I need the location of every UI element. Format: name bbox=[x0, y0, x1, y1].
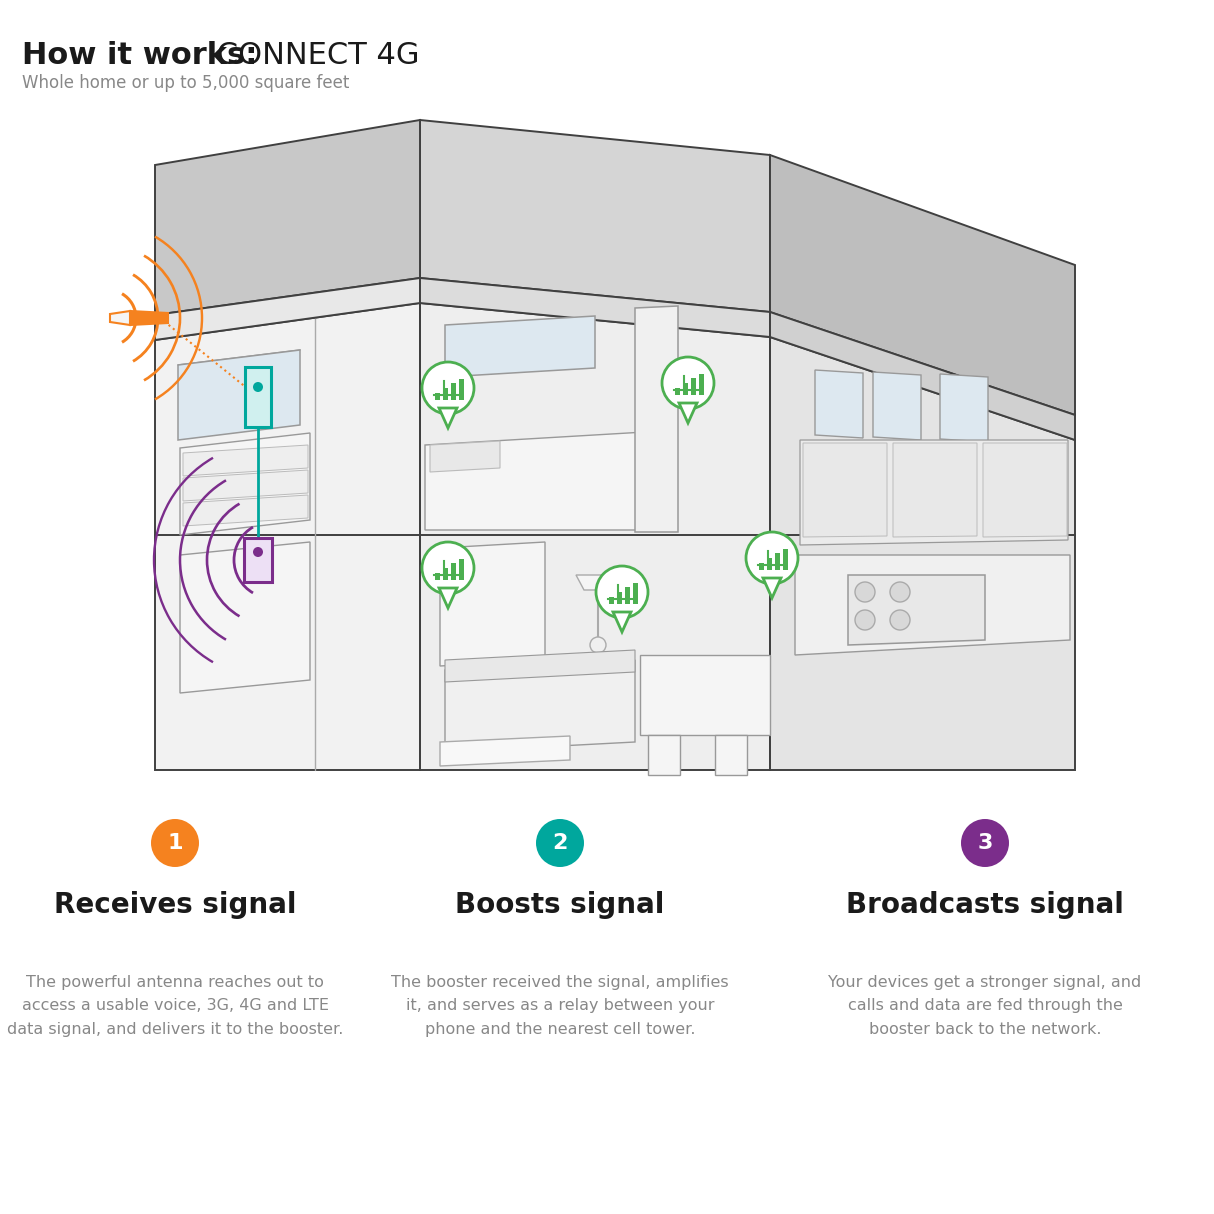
Polygon shape bbox=[635, 306, 677, 532]
Polygon shape bbox=[420, 120, 770, 312]
Text: 2: 2 bbox=[552, 833, 568, 853]
Circle shape bbox=[596, 566, 648, 618]
Circle shape bbox=[151, 819, 199, 867]
Text: Whole home or up to 5,000 square feet: Whole home or up to 5,000 square feet bbox=[22, 74, 350, 92]
Circle shape bbox=[253, 548, 263, 557]
Bar bbox=[775, 554, 781, 571]
Circle shape bbox=[422, 541, 473, 594]
Polygon shape bbox=[770, 312, 1076, 439]
Polygon shape bbox=[180, 433, 310, 535]
Circle shape bbox=[590, 637, 606, 653]
Polygon shape bbox=[715, 734, 747, 775]
Circle shape bbox=[662, 357, 714, 409]
Bar bbox=[450, 382, 456, 399]
Bar bbox=[759, 563, 764, 571]
Polygon shape bbox=[940, 374, 988, 442]
Polygon shape bbox=[613, 612, 631, 632]
Bar bbox=[699, 374, 704, 395]
Text: Receives signal: Receives signal bbox=[53, 891, 296, 919]
Bar bbox=[450, 563, 456, 580]
Circle shape bbox=[422, 362, 473, 414]
Polygon shape bbox=[894, 443, 977, 537]
Bar bbox=[617, 592, 622, 605]
Polygon shape bbox=[245, 367, 271, 427]
Polygon shape bbox=[800, 439, 1068, 545]
Polygon shape bbox=[439, 541, 545, 666]
Polygon shape bbox=[178, 350, 300, 439]
Polygon shape bbox=[155, 304, 420, 770]
Text: 1: 1 bbox=[168, 833, 183, 853]
Polygon shape bbox=[439, 588, 456, 608]
Polygon shape bbox=[130, 311, 168, 325]
Bar bbox=[767, 558, 772, 571]
Circle shape bbox=[890, 582, 910, 602]
Polygon shape bbox=[183, 446, 308, 476]
Bar bbox=[435, 573, 439, 580]
Circle shape bbox=[253, 382, 263, 392]
Polygon shape bbox=[764, 578, 781, 599]
Polygon shape bbox=[873, 371, 921, 439]
Bar bbox=[609, 597, 614, 605]
Polygon shape bbox=[446, 316, 595, 378]
Text: The booster received the signal, amplifies
it, and serves as a relay between you: The booster received the signal, amplifi… bbox=[391, 975, 728, 1037]
Circle shape bbox=[855, 609, 875, 630]
Polygon shape bbox=[983, 443, 1067, 537]
Polygon shape bbox=[155, 278, 420, 340]
Polygon shape bbox=[802, 443, 887, 537]
Bar bbox=[443, 568, 448, 580]
Circle shape bbox=[537, 819, 584, 867]
Polygon shape bbox=[446, 660, 635, 751]
Bar bbox=[632, 583, 639, 605]
Bar bbox=[675, 388, 680, 395]
Bar bbox=[443, 388, 448, 399]
Polygon shape bbox=[183, 495, 308, 526]
Polygon shape bbox=[439, 408, 456, 429]
Text: Broadcasts signal: Broadcasts signal bbox=[846, 891, 1124, 919]
Circle shape bbox=[890, 609, 910, 630]
Bar bbox=[459, 558, 464, 580]
Polygon shape bbox=[648, 734, 680, 775]
Bar bbox=[435, 393, 439, 399]
Polygon shape bbox=[575, 575, 620, 590]
Bar bbox=[691, 378, 696, 395]
Polygon shape bbox=[183, 470, 308, 501]
Polygon shape bbox=[110, 311, 130, 325]
Polygon shape bbox=[155, 120, 420, 314]
Polygon shape bbox=[849, 575, 985, 645]
Text: How it works:: How it works: bbox=[22, 40, 257, 69]
Text: Your devices get a stronger signal, and
calls and data are fed through the
boost: Your devices get a stronger signal, and … bbox=[828, 975, 1141, 1037]
Bar bbox=[625, 588, 630, 605]
Polygon shape bbox=[770, 337, 1076, 770]
Circle shape bbox=[961, 819, 1009, 867]
Bar bbox=[783, 549, 788, 571]
Text: The powerful antenna reaches out to
access a usable voice, 3G, 4G and LTE
data s: The powerful antenna reaches out to acce… bbox=[7, 975, 344, 1037]
Circle shape bbox=[855, 582, 875, 602]
Polygon shape bbox=[815, 370, 863, 438]
Polygon shape bbox=[420, 278, 770, 337]
Polygon shape bbox=[425, 432, 645, 531]
Bar bbox=[683, 382, 688, 395]
Bar bbox=[459, 379, 464, 399]
Polygon shape bbox=[430, 441, 500, 472]
Polygon shape bbox=[446, 649, 635, 682]
Text: Boosts signal: Boosts signal bbox=[455, 891, 665, 919]
Circle shape bbox=[745, 532, 798, 584]
Polygon shape bbox=[640, 656, 770, 734]
Polygon shape bbox=[439, 736, 571, 766]
Polygon shape bbox=[244, 538, 272, 582]
Text: CONNECT 4G: CONNECT 4G bbox=[208, 40, 420, 69]
Polygon shape bbox=[795, 555, 1070, 656]
Polygon shape bbox=[770, 155, 1076, 415]
Polygon shape bbox=[420, 304, 770, 770]
Text: 3: 3 bbox=[977, 833, 993, 853]
Polygon shape bbox=[180, 541, 310, 693]
Polygon shape bbox=[679, 403, 697, 422]
